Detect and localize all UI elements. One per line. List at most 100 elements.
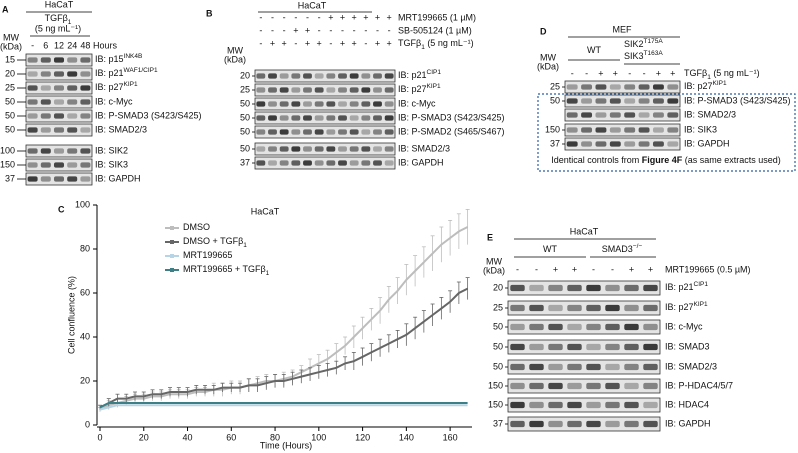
- mw-marker: 25: [5, 82, 15, 92]
- treatment: TGFβ1 (5 ng mL⁻¹): [398, 38, 474, 51]
- blot-band: [586, 401, 601, 409]
- blot-band: [581, 141, 593, 147]
- blot-band: [291, 115, 301, 121]
- x-tick-label: 120: [355, 432, 370, 442]
- panel-letter: B: [206, 8, 213, 18]
- blot-band: [27, 57, 38, 63]
- panel-letter: E: [487, 232, 493, 242]
- blot-band: [40, 57, 51, 63]
- blot-band: [40, 99, 51, 105]
- blot-band: [586, 343, 601, 351]
- blot-band: [567, 401, 582, 409]
- blot-band: [326, 87, 336, 93]
- blot-band: [373, 129, 382, 135]
- blot-band: [338, 73, 347, 79]
- text-text: IB: p21: [95, 68, 124, 78]
- blot-band: [80, 85, 91, 91]
- blot-band: [581, 127, 593, 133]
- mw-marker: 150: [0, 159, 15, 169]
- blot-band: [624, 284, 639, 292]
- blot-band: [67, 85, 78, 91]
- lane-sign: -: [341, 25, 344, 35]
- blot-label: IB: p15INK4B: [95, 53, 142, 64]
- blot-band: [40, 113, 51, 119]
- panel-letter: C: [58, 204, 65, 214]
- blot-band: [303, 146, 312, 152]
- blot-band: [53, 127, 65, 133]
- series-line: [99, 402, 468, 409]
- blot-band: [303, 160, 312, 166]
- blot-band: [605, 343, 620, 351]
- blot-band: [548, 284, 563, 292]
- blot-band: [279, 87, 289, 93]
- dotted-box: [537, 93, 796, 172]
- lane-sign: +: [553, 264, 558, 274]
- lane-sign: -: [259, 25, 262, 35]
- blot-band: [53, 57, 65, 63]
- blot-band: [338, 146, 347, 152]
- x-tick-label: 100: [311, 432, 326, 442]
- series-line: [99, 287, 469, 409]
- text-sub: 1: [421, 44, 425, 51]
- blot-band: [567, 363, 582, 371]
- text-text: WT: [543, 244, 557, 254]
- blot-band: [567, 284, 582, 292]
- x-tick-label: 80: [270, 432, 280, 442]
- mw-marker: 50: [240, 126, 250, 136]
- text-text: WT: [587, 45, 601, 55]
- text-text: SMAD3: [602, 244, 633, 254]
- text-text: IB: p27: [684, 81, 713, 91]
- lane-sign: -: [306, 12, 309, 22]
- blot-band: [667, 84, 679, 90]
- text-sup: T163A: [644, 50, 664, 57]
- blot-label: IB: p27KIP1: [665, 301, 708, 312]
- lane-sign: -: [516, 264, 519, 274]
- blot-label: IB: GAPDH: [398, 157, 444, 167]
- blot-band: [652, 84, 664, 90]
- blot-band: [53, 71, 65, 77]
- blot-band: [80, 57, 91, 63]
- mw-header: MW: [540, 52, 556, 62]
- blot-band: [586, 382, 601, 390]
- mw-header: (kDa): [483, 265, 505, 275]
- blot-band: [291, 146, 301, 152]
- text-text: IB: p27: [398, 84, 427, 94]
- lane-sign: +: [352, 12, 357, 22]
- mw-marker: 37: [5, 173, 15, 183]
- lane-sign: +: [598, 68, 603, 78]
- blot-band: [361, 160, 371, 166]
- blot-band: [548, 420, 563, 428]
- y-tick-label: 60: [80, 287, 90, 297]
- blot-band: [373, 146, 382, 152]
- lane-sign: -: [329, 25, 332, 35]
- blot-band: [338, 129, 347, 135]
- blot-band: [624, 363, 639, 371]
- blot-band: [303, 101, 312, 107]
- blot-band: [27, 127, 38, 133]
- blot-band: [53, 99, 65, 105]
- blot-band: [667, 127, 679, 133]
- blot-band: [384, 73, 394, 79]
- legend-label: DMSO: [183, 222, 210, 232]
- blot-band: [510, 420, 525, 428]
- blot-band: [548, 382, 563, 390]
- genotype: WT: [587, 45, 601, 55]
- caption: Identical controls from Figure 4F (as sa…: [551, 155, 781, 165]
- blot-band: [338, 160, 347, 166]
- blot-band: [609, 127, 621, 133]
- treatment: TGFβ1: [45, 13, 72, 26]
- text-text: IB: p15: [95, 54, 124, 64]
- mw-marker: 150: [488, 399, 503, 409]
- blot-band: [67, 57, 78, 63]
- blot-band: [624, 127, 636, 133]
- blot-band: [609, 141, 621, 147]
- mw-marker: 37: [550, 138, 560, 148]
- blot-band: [595, 127, 607, 133]
- blot-band: [567, 304, 582, 312]
- blot-label: IB: SIK3: [95, 159, 128, 169]
- blot-band: [279, 73, 289, 79]
- blot-band: [291, 87, 301, 93]
- text-sup: KIP1: [124, 81, 138, 88]
- blot-band: [384, 115, 394, 121]
